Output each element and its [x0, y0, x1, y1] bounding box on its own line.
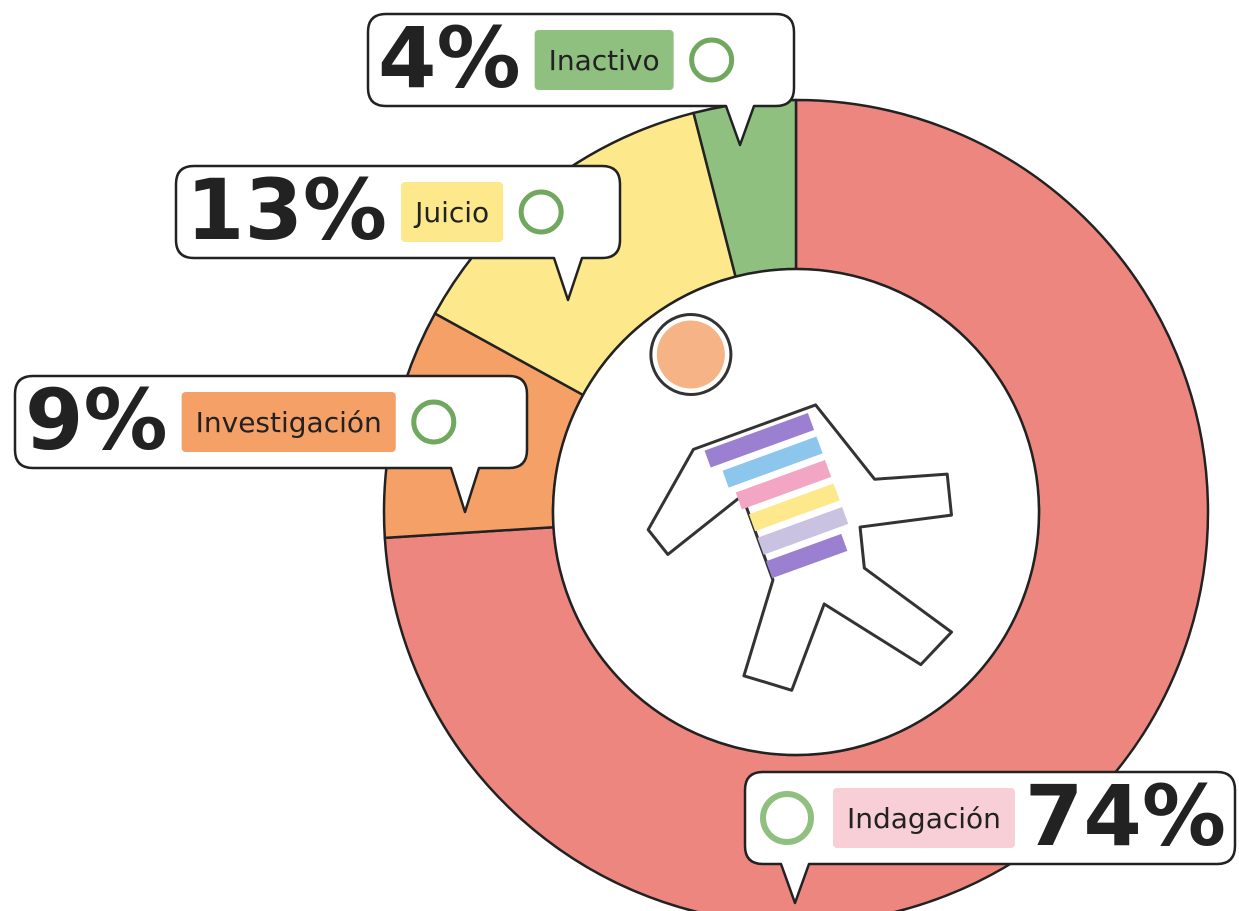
percentage: 74%	[1025, 767, 1226, 865]
label-box	[833, 788, 1015, 848]
percentage: 9%	[25, 371, 168, 469]
callout-bubble	[174, 164, 622, 302]
label-box	[534, 30, 674, 90]
percentage: 13%	[186, 161, 387, 259]
percentage: 4%	[378, 9, 521, 107]
center-figure	[646, 313, 954, 692]
label-box	[181, 392, 396, 452]
category-label: Inactivo	[549, 44, 660, 77]
icon	[518, 189, 564, 235]
icon	[689, 37, 735, 83]
label-box	[401, 182, 504, 242]
category-label: Juicio	[413, 196, 489, 229]
category-label: Investigación	[196, 406, 382, 439]
category-label: Indagación	[847, 802, 1001, 835]
icon	[760, 791, 814, 845]
callouts: Indagación 74% 9% Investigación 13% Juicio 4% I…	[13, 9, 1237, 905]
icon	[411, 399, 457, 445]
